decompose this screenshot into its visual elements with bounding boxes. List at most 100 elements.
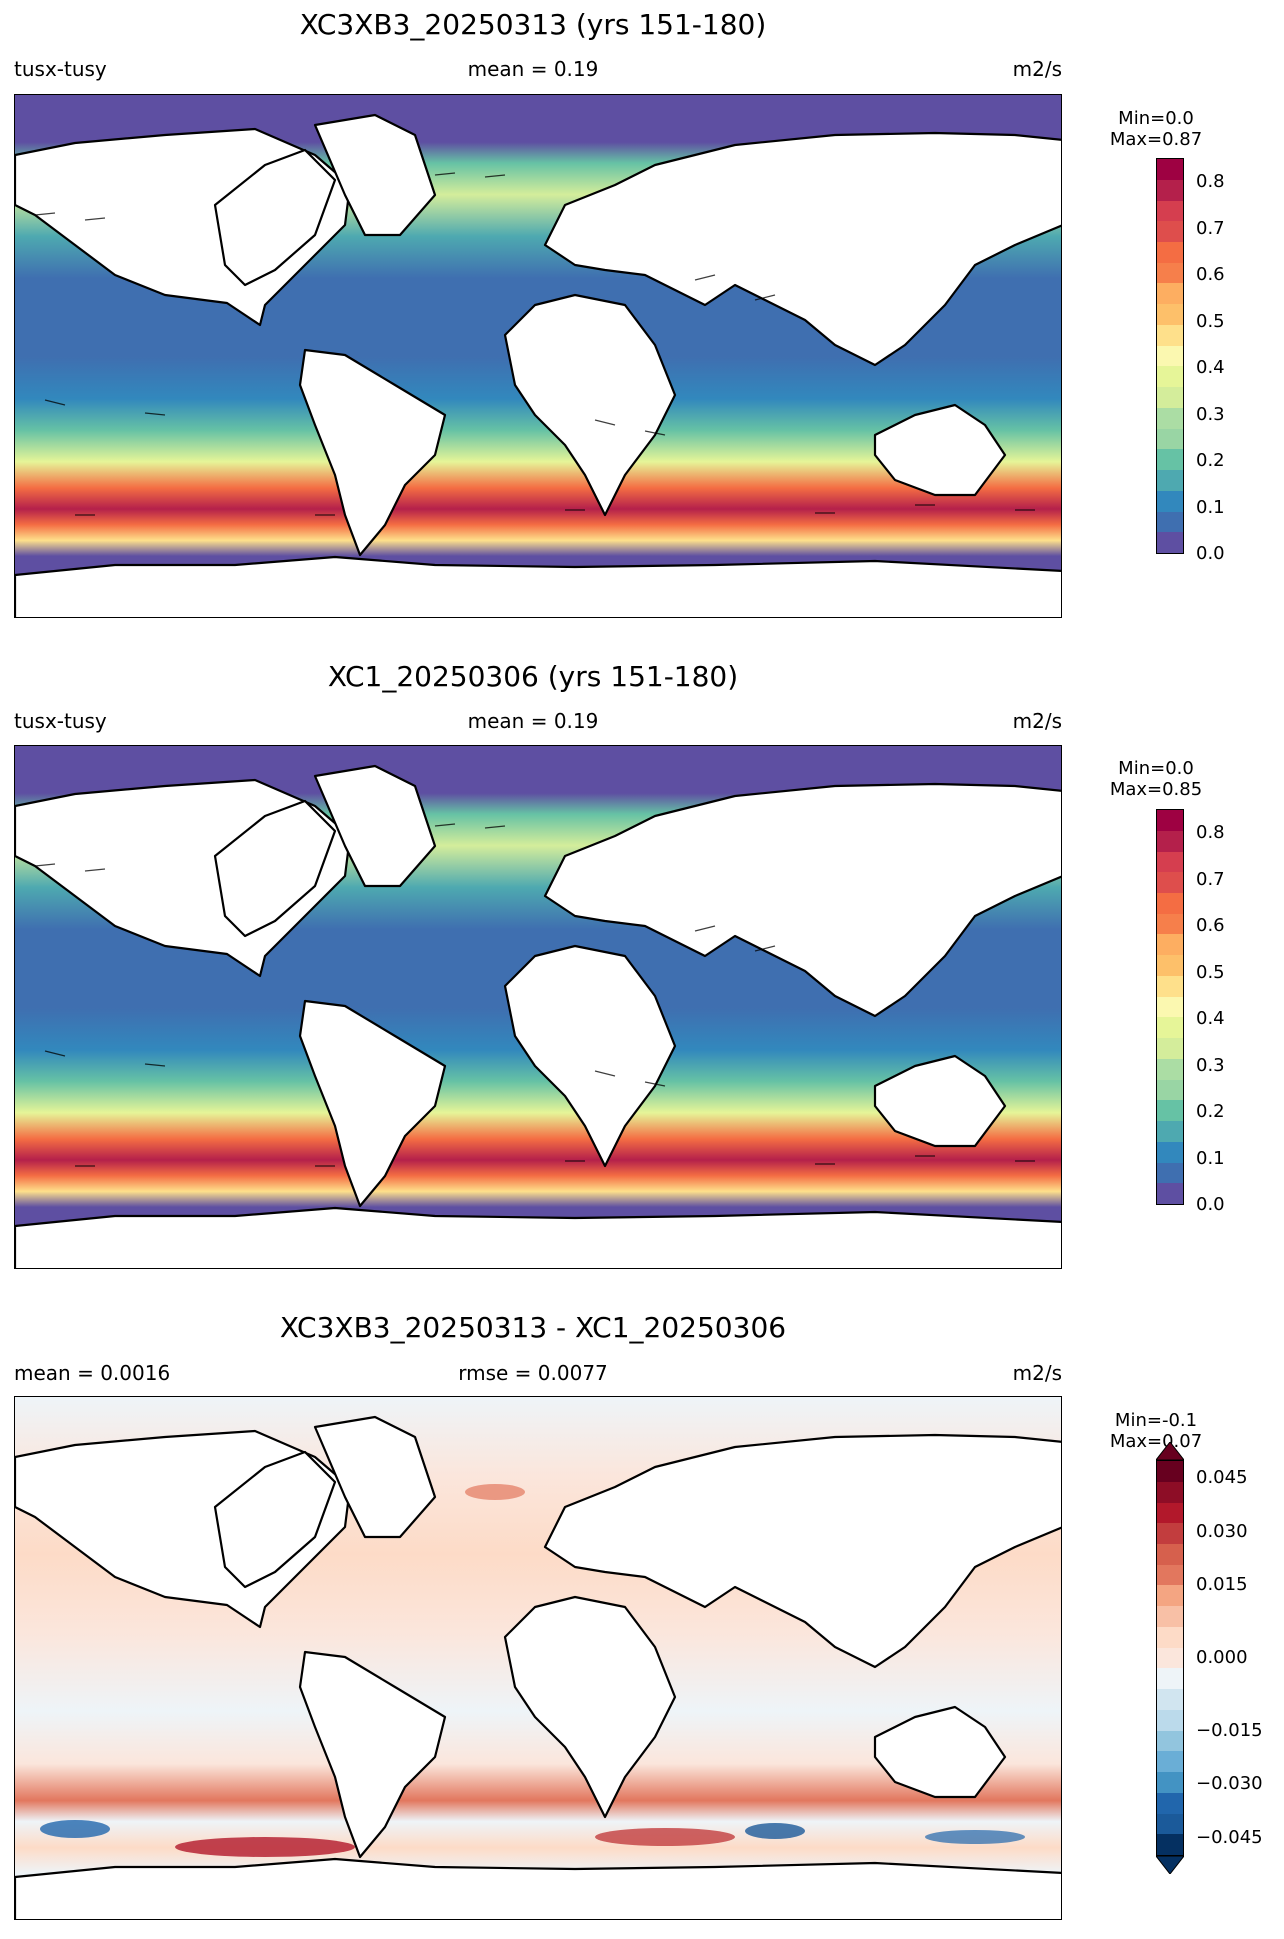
panel1-colorbar-tick: 0.4: [1196, 357, 1225, 378]
panel1-variable-label: tusx-tusy: [14, 57, 107, 81]
panel2-colorbar-tick: 0.1: [1196, 1148, 1225, 1169]
panel1-colorbar-tick: 0.8: [1196, 171, 1225, 192]
colorbar-swatch: [1157, 1543, 1183, 1565]
panel2-map: [14, 745, 1062, 1269]
colorbar-swatch: [1157, 1564, 1183, 1586]
panel2-units-label: m2/s: [1012, 709, 1062, 733]
colorbar-swatch: [1157, 996, 1183, 1018]
colorbar-swatch: [1157, 1079, 1183, 1101]
colorbar-swatch: [1157, 532, 1183, 553]
panel1-colorbar-tick: 0.7: [1196, 218, 1225, 239]
panel1-colorbar-tick: 0.3: [1196, 404, 1225, 425]
panel3-rmse-label: rmse = 0.0077: [458, 1361, 608, 1385]
panel3-mean-label: mean = 0.0016: [14, 1361, 171, 1385]
colorbar-swatch: [1157, 830, 1183, 852]
colorbar-swatch: [1157, 1668, 1183, 1690]
panel2-colorbar-min: Min=0.0: [1118, 758, 1194, 779]
colorbar-swatch: [1157, 1689, 1183, 1710]
panel1-title: XC3XB3_20250313 (yrs 151-180): [299, 8, 767, 41]
panel3-colorbar-min: Min=-0.1: [1114, 1410, 1198, 1431]
panel3-title: XC3XB3_20250313 - XC1_20250306: [279, 1311, 787, 1344]
panel2-colorbar-tick: 0.8: [1196, 822, 1225, 843]
panel1-mean-label: mean = 0.19: [467, 57, 599, 81]
panel1-colorbar: 0.0 0.1 0.2 0.3 0.4 0.5 0.6 0.7 0.8: [1156, 158, 1225, 563]
colorbar-swatch: [1157, 449, 1183, 471]
colorbar-swatch: [1157, 975, 1183, 997]
panel3-map: [14, 1396, 1062, 1920]
panel1-colorbar-min: Min=0.0: [1118, 108, 1194, 129]
panel3-colorbar-tick: −0.015: [1196, 1720, 1263, 1741]
colorbar-swatch: [1157, 1162, 1183, 1184]
colorbar-swatch: [1157, 490, 1183, 512]
panel3-colorbar-tick: 0.015: [1196, 1574, 1248, 1595]
panel3-land: [15, 1415, 1061, 1919]
colorbar-swatch: [1157, 1792, 1183, 1814]
panel2-wind-arrows: [34, 823, 1035, 1167]
panel3-colorbar-tick: −0.030: [1196, 1773, 1263, 1794]
panel2-colorbar-tick: 0.2: [1196, 1101, 1225, 1122]
panel2-mean-label: mean = 0.19: [467, 709, 599, 733]
panel2-colorbar-tick: 0.3: [1196, 1055, 1225, 1076]
panel3-colorbar-tick: 0.030: [1196, 1521, 1248, 1542]
colorbar-swatch: [1157, 221, 1183, 242]
colorbar-swatch: [1157, 1626, 1183, 1648]
panel2-colorbar-tick: 0.6: [1196, 915, 1225, 936]
colorbar-swatch: [1157, 1461, 1183, 1482]
panel1-colorbar-tick: 0.5: [1196, 311, 1225, 332]
colorbar-swatch: [1157, 1038, 1183, 1059]
panel1-colorbar-tick: 0.2: [1196, 450, 1225, 471]
colorbar-swatch: [1157, 1058, 1183, 1080]
panel2-colorbar-tick: 0.7: [1196, 869, 1225, 890]
colorbar-swatch: [1157, 345, 1183, 367]
panel2-colorbar: 0.0 0.1 0.2 0.3 0.4 0.5 0.6 0.7 0.8: [1156, 809, 1225, 1214]
colorbar-swatch: [1157, 1772, 1183, 1793]
panel1-map: [14, 94, 1062, 618]
colorbar-swatch: [1157, 892, 1183, 914]
colorbar-swatch: [1157, 428, 1183, 450]
panel1-units-label: m2/s: [1012, 57, 1062, 81]
panel1-wind-arrows: [34, 172, 1035, 516]
panel1-land: [15, 113, 1061, 617]
colorbar-swatch: [1157, 1183, 1183, 1204]
colorbar-swatch: [1157, 913, 1183, 935]
panel2-colorbar-tick: 0.4: [1196, 1008, 1225, 1029]
colorbar-swatch: [1157, 511, 1183, 533]
panel1-colorbar-tick: 0.0: [1196, 543, 1225, 564]
colorbar-swatch: [1157, 1606, 1183, 1627]
colorbar-swatch: [1157, 262, 1183, 284]
panel3-colorbar-tick: 0.045: [1196, 1467, 1248, 1488]
panel1-colorbar-max: Max=0.87: [1109, 129, 1203, 150]
colorbar-swatch: [1157, 1813, 1183, 1835]
panel2-variable-label: tusx-tusy: [14, 709, 107, 733]
panel2-colorbar-tick: 0.5: [1196, 962, 1225, 983]
panel3-colorbar-tick: −0.045: [1196, 1827, 1263, 1848]
colorbar-swatch: [1157, 1751, 1183, 1773]
colorbar-swatch: [1157, 1585, 1183, 1607]
panel1-colorbar-tick: 0.1: [1196, 497, 1225, 518]
colorbar-swatch: [1157, 1100, 1183, 1122]
colorbar-swatch: [1157, 1730, 1183, 1752]
colorbar-swatch: [1157, 1121, 1183, 1142]
colorbar-swatch: [1157, 810, 1183, 831]
colorbar-swatch: [1157, 1523, 1183, 1544]
panel3-units-label: m2/s: [1012, 1361, 1062, 1385]
colorbar-swatch: [1157, 387, 1183, 408]
colorbar-swatch: [1157, 366, 1183, 388]
colorbar-swatch: [1157, 241, 1183, 263]
colorbar-swatch: [1157, 934, 1183, 956]
colorbar-swatch: [1157, 304, 1183, 325]
colorbar-swatch: [1157, 1502, 1183, 1524]
panel2-title: XC1_20250306 (yrs 151-180): [327, 660, 739, 693]
colorbar-swatch: [1157, 324, 1183, 346]
colorbar-swatch: [1157, 851, 1183, 873]
panel2-colorbar-tick: 0.0: [1196, 1194, 1225, 1215]
panel2-land: [15, 764, 1061, 1268]
colorbar-swatch: [1157, 159, 1183, 180]
colorbar-swatch: [1157, 1481, 1183, 1503]
colorbar-extend-top: [1156, 1442, 1184, 1460]
colorbar-swatch: [1157, 179, 1183, 201]
colorbar-swatch: [1157, 955, 1183, 976]
colorbar-swatch: [1157, 1834, 1183, 1855]
colorbar-swatch: [1157, 200, 1183, 222]
colorbar-swatch: [1157, 407, 1183, 429]
